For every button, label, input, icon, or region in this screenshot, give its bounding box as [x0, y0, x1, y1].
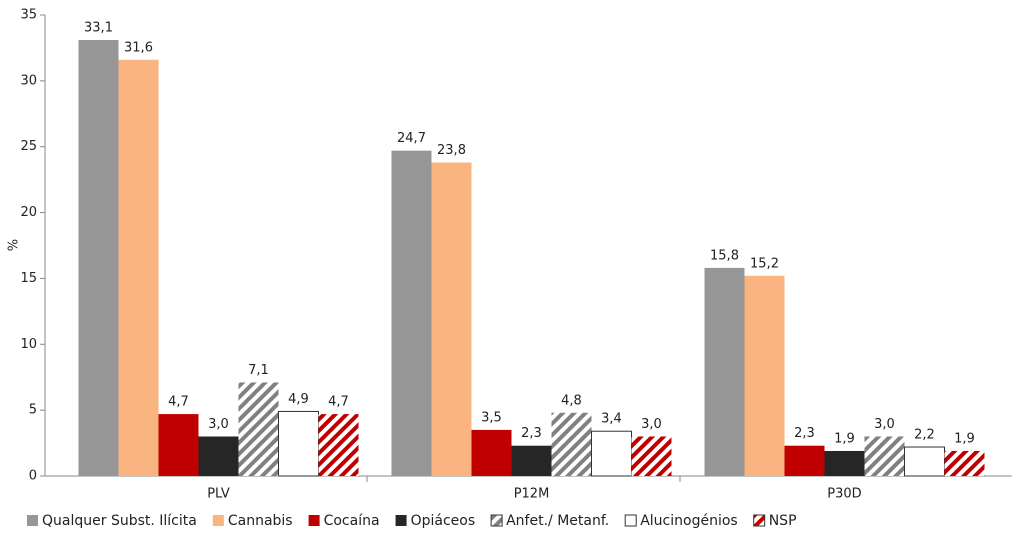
legend-swatch: [490, 514, 503, 527]
bar: [551, 412, 592, 476]
bar: [78, 40, 119, 476]
value-label: 4,7: [328, 395, 349, 410]
y-tick-label: 10: [20, 337, 37, 352]
value-label: 15,2: [750, 256, 779, 271]
value-label: 3,5: [481, 410, 502, 425]
value-label: 1,9: [954, 431, 975, 446]
value-label: 2,2: [914, 428, 935, 443]
value-label: 15,8: [710, 248, 739, 263]
value-label: 31,6: [124, 40, 153, 55]
legend-swatch: [212, 515, 224, 526]
y-tick-label: 20: [20, 205, 37, 220]
legend-label: Cocaína: [324, 513, 380, 529]
x-tick-label: P30D: [827, 487, 861, 502]
y-tick-label: 25: [20, 139, 37, 154]
legend-label: NSP: [769, 513, 797, 529]
value-label: 4,8: [561, 393, 582, 408]
bar: [744, 275, 785, 476]
bar: [118, 59, 159, 476]
bar: [391, 150, 432, 476]
value-label: 3,4: [601, 412, 622, 427]
bar: [631, 436, 672, 476]
value-label: 2,3: [521, 426, 542, 441]
value-label: 2,3: [794, 426, 815, 441]
legend-swatch: [308, 515, 320, 526]
y-tick-label: 15: [20, 271, 37, 286]
legend-label: Anfet./ Metanf.: [506, 513, 609, 529]
bar: [904, 446, 945, 477]
legend-swatch: [624, 514, 637, 527]
bar: [784, 445, 825, 476]
bar: [198, 436, 239, 476]
bar: [704, 267, 745, 476]
legend-label: Cannabis: [228, 513, 293, 529]
value-label: 1,9: [834, 431, 855, 446]
legend-swatch: [27, 515, 38, 526]
value-label: 33,1: [84, 21, 113, 36]
legend-label: Qualquer Subst. Ilícita: [42, 513, 197, 529]
legend-swatch: [395, 515, 407, 526]
value-label: 24,7: [397, 131, 426, 146]
legend-label: Opiáceos: [411, 513, 476, 529]
bar: [511, 445, 552, 476]
bar: [238, 382, 279, 476]
bar: [278, 410, 319, 477]
value-label: 23,8: [437, 143, 466, 158]
bar: [864, 436, 905, 476]
value-label: 4,9: [288, 392, 309, 407]
y-tick-label: 0: [29, 469, 37, 484]
value-label: 3,0: [208, 417, 229, 432]
value-label: 4,7: [168, 395, 189, 410]
bar: [591, 430, 632, 477]
bar: [471, 429, 512, 476]
y-tick-label: 30: [20, 73, 37, 88]
y-tick-label: 35: [20, 8, 37, 23]
legend-label: Alucinogénios: [640, 513, 738, 529]
value-label: 7,1: [248, 363, 269, 378]
bar: [318, 414, 359, 476]
bar: [431, 162, 472, 476]
bar: [158, 414, 199, 476]
y-tick-label: 5: [29, 403, 37, 418]
bar: [824, 450, 865, 476]
value-label: 3,0: [874, 417, 895, 432]
bar: [944, 450, 985, 476]
x-tick-label: PLV: [207, 487, 230, 502]
x-tick-label: P12M: [514, 487, 550, 502]
value-label: 3,0: [641, 417, 662, 432]
legend-swatch: [753, 514, 766, 527]
y-axis-label: %: [7, 239, 22, 251]
